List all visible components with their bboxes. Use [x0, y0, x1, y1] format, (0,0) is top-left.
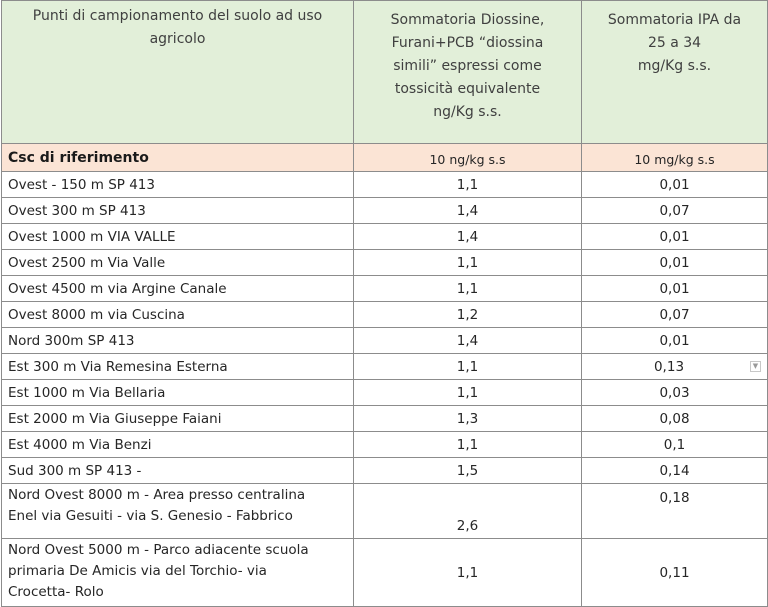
header-col2-line5: ng/Kg s.s.: [433, 104, 502, 120]
sampling-point: Ovest 300 m SP 413: [1, 197, 354, 224]
header-sampling-points: Punti di campionamento del suolo ad uso …: [1, 0, 354, 144]
table-row: Ovest 1000 m VIA VALLE 1,4 0,01: [1, 223, 768, 250]
ipa-value: 0,13: [653, 358, 685, 375]
dioxin-value: 2,6: [353, 483, 582, 539]
dioxin-value: 1,1: [353, 353, 582, 380]
sampling-point-line: Crocetta- Rolo: [8, 584, 104, 600]
table-row: Est 300 m Via Remesina Esterna 1,1 0,13 …: [1, 353, 768, 380]
ipa-value: 0,03: [581, 379, 768, 406]
header-col2-line1: Sommatoria Diossine,: [390, 12, 545, 28]
table-row: Nord Ovest 5000 m - Parco adiacente scuo…: [1, 538, 768, 607]
table-row: Ovest 300 m SP 413 1,4 0,07: [1, 197, 768, 224]
header-col3-line3: mg/Kg s.s.: [637, 58, 712, 74]
sampling-point-line: Enel via Gesuiti - via S. Genesio - Fabb…: [8, 508, 293, 524]
ipa-value: 0,07: [581, 197, 768, 224]
ipa-value: 0,1: [581, 431, 768, 458]
csc-ipa-limit: 10 mg/kg s.s: [581, 143, 768, 172]
sampling-point: Est 1000 m Via Bellaria: [1, 379, 354, 406]
ipa-value: 0,01: [581, 275, 768, 302]
header-col2-line4: tossicità equivalente: [394, 81, 541, 97]
header-row: Punti di campionamento del suolo ad uso …: [1, 0, 768, 144]
dioxin-value: 1,2: [353, 301, 582, 328]
table-row: Ovest 2500 m Via Valle 1,1 0,01: [1, 249, 768, 276]
sampling-point: Ovest 1000 m VIA VALLE: [1, 223, 354, 250]
cell-dropdown-icon[interactable]: ▼: [750, 360, 761, 372]
table-row: Ovest - 150 m SP 413 1,1 0,01: [1, 171, 768, 198]
ipa-value: 0,07: [581, 301, 768, 328]
ipa-value: 0,08: [581, 405, 768, 432]
header-dioxins: Sommatoria Diossine, Furani+PCB “diossin…: [353, 0, 582, 144]
dioxin-value: 1,4: [353, 197, 582, 224]
dioxin-value: 1,1: [353, 538, 582, 607]
dioxin-value: 1,1: [353, 275, 582, 302]
header-ipa: Sommatoria IPA da 25 a 34 mg/Kg s.s.: [581, 0, 768, 144]
table-row: Est 4000 m Via Benzi 1,1 0,1: [1, 431, 768, 458]
dioxin-value: 1,1: [353, 379, 582, 406]
csc-dioxin-limit: 10 ng/kg s.s: [353, 143, 582, 172]
table-row: Est 1000 m Via Bellaria 1,1 0,03: [1, 379, 768, 406]
ipa-value: 0,01: [581, 171, 768, 198]
dioxin-value: 1,3: [353, 405, 582, 432]
sampling-point-line: Nord Ovest 5000 m - Parco adiacente scuo…: [8, 542, 309, 558]
ipa-value: 0,01: [581, 327, 768, 354]
dioxin-value: 1,1: [353, 171, 582, 198]
sampling-point: Est 300 m Via Remesina Esterna: [1, 353, 354, 380]
dioxin-value: 1,1: [353, 431, 582, 458]
header-col2-line2: Furani+PCB “diossina: [391, 35, 544, 51]
table-row: Nord 300m SP 413 1,4 0,01: [1, 327, 768, 354]
header-col3-line2: 25 a 34: [647, 35, 702, 51]
sampling-point: Ovest 4500 m via Argine Canale: [1, 275, 354, 302]
table-row: Sud 300 m SP 413 - 1,5 0,14: [1, 457, 768, 484]
ipa-value: 0,14: [581, 457, 768, 484]
table-row: Ovest 8000 m via Cuscina 1,2 0,07: [1, 301, 768, 328]
sampling-point: Ovest - 150 m SP 413: [1, 171, 354, 198]
dioxin-value: 1,4: [353, 327, 582, 354]
ipa-value: 0,01: [581, 223, 768, 250]
ipa-value: 0,01: [581, 249, 768, 276]
table-row: Ovest 4500 m via Argine Canale 1,1 0,01: [1, 275, 768, 302]
table-row: Nord Ovest 8000 m - Area presso centrali…: [1, 483, 768, 539]
table-row: Est 2000 m Via Giuseppe Faiani 1,3 0,08: [1, 405, 768, 432]
csc-label: Csc di riferimento: [1, 143, 354, 172]
csc-reference-row: Csc di riferimento 10 ng/kg s.s 10 mg/kg…: [1, 143, 768, 172]
sampling-point: Ovest 2500 m Via Valle: [1, 249, 354, 276]
sampling-point: Est 2000 m Via Giuseppe Faiani: [1, 405, 354, 432]
dioxin-value: 1,5: [353, 457, 582, 484]
ipa-value: 0,11: [581, 538, 768, 607]
sampling-point-line: Nord Ovest 8000 m - Area presso centrali…: [8, 487, 306, 503]
sampling-point: Nord Ovest 5000 m - Parco adiacente scuo…: [1, 538, 354, 607]
header-col2-line3: simili” espressi come: [393, 58, 542, 74]
ipa-cell: 0,13 ▼: [581, 353, 768, 380]
header-col1-text: Punti di campionamento del suolo ad uso …: [32, 8, 323, 47]
ipa-value: 0,18: [581, 483, 768, 539]
sampling-point: Sud 300 m SP 413 -: [1, 457, 354, 484]
sampling-point: Est 4000 m Via Benzi: [1, 431, 354, 458]
dioxin-value: 1,4: [353, 223, 582, 250]
sampling-point-line: primaria De Amicis via del Torchio- via: [8, 563, 267, 579]
dioxin-value: 1,1: [353, 249, 582, 276]
sampling-point: Ovest 8000 m via Cuscina: [1, 301, 354, 328]
sampling-point: Nord 300m SP 413: [1, 327, 354, 354]
sampling-point: Nord Ovest 8000 m - Area presso centrali…: [1, 483, 354, 539]
header-col3-line1: Sommatoria IPA da: [607, 12, 742, 28]
